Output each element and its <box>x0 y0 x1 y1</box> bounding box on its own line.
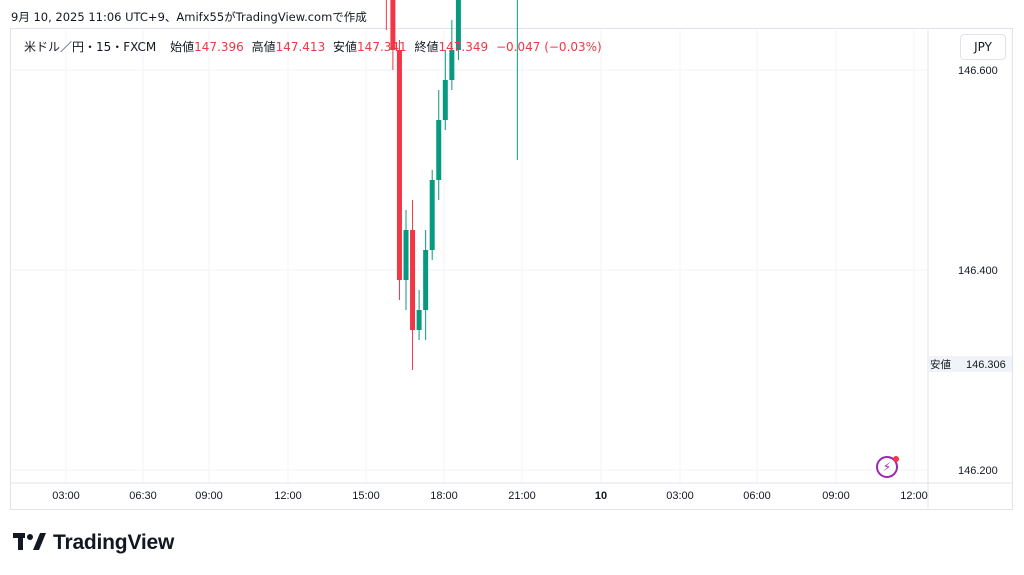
price-mark-bg <box>929 356 1012 372</box>
candle-body <box>396 50 402 280</box>
lightning-icon[interactable]: ⚡ <box>876 456 899 478</box>
open-label: 始値 <box>170 40 195 54</box>
x-tick-label: 03:00 <box>52 490 80 502</box>
x-tick-label: 12:00 <box>900 490 928 502</box>
x-tick-label: 21:00 <box>508 490 536 502</box>
chart-frame <box>10 28 1013 510</box>
y-tick-label: 146.600 <box>958 65 998 77</box>
symbol-label[interactable]: 米ドル／円・15・FXCM <box>24 40 157 54</box>
x-tick-label: 06:30 <box>129 490 157 502</box>
brand-name: TradingView <box>53 531 175 554</box>
candle-body <box>390 0 396 50</box>
candle-body <box>416 310 422 330</box>
low-label: 安値 <box>333 40 358 54</box>
y-tick-label: 146.400 <box>958 265 998 277</box>
x-tick-label: 18:00 <box>430 490 458 502</box>
close-label: 終値 <box>414 40 439 54</box>
candle-body <box>442 80 448 120</box>
price-mark-label: 安値 <box>930 358 951 371</box>
tradingview-logo[interactable]: TradingView <box>13 531 174 555</box>
x-tick-label: 09:00 <box>822 490 850 502</box>
low-value: 147.341 <box>357 40 407 54</box>
candle-body <box>429 180 435 250</box>
x-tick-label: 03:00 <box>666 490 694 502</box>
x-tick-label: 06:00 <box>743 490 771 502</box>
x-tick-label: 09:00 <box>195 490 223 502</box>
price-mark-value: 146.306 <box>966 359 1006 371</box>
close-value: 147.349 <box>438 40 489 54</box>
candle-body <box>455 0 461 50</box>
high-value: 147.413 <box>275 40 326 54</box>
x-tick-label: 10 <box>595 490 607 502</box>
candle-body <box>449 50 455 80</box>
x-tick-label: 15:00 <box>352 490 380 502</box>
y-tick-label: 146.200 <box>958 465 998 477</box>
change-value: −0.047 (−0.03%) <box>495 40 602 54</box>
open-value: 147.396 <box>194 40 244 54</box>
candle-body <box>403 230 409 280</box>
ohlc-legend: 米ドル／円・15・FXCM 始値147.396 高値147.413 安値147.… <box>24 38 602 55</box>
chart-caption: 9月 10, 2025 11:06 UTC+9、Amifx55がTradingV… <box>11 10 367 24</box>
candle-body <box>410 230 416 330</box>
x-tick-label: 12:00 <box>274 490 302 502</box>
candle-body <box>436 120 442 180</box>
tradingview-logo-icon <box>13 533 46 550</box>
high-label: 高値 <box>251 40 276 54</box>
candle-body <box>423 250 429 310</box>
currency-button[interactable]: JPY <box>960 34 1006 60</box>
